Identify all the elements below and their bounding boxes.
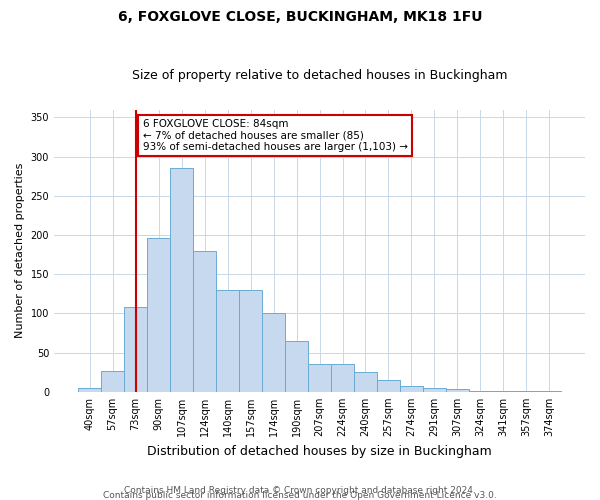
Bar (538, 391, 561, 392)
Bar (423, 388, 446, 392)
Bar (216, 290, 239, 392)
Bar (492, 391, 515, 392)
Bar (446, 390, 469, 392)
Bar (331, 364, 354, 392)
Bar (124, 307, 147, 392)
Bar (147, 238, 170, 392)
Y-axis label: Number of detached properties: Number of detached properties (15, 163, 25, 338)
Bar (400, 386, 423, 392)
Bar (78, 388, 101, 392)
Bar (101, 370, 124, 392)
Title: Size of property relative to detached houses in Buckingham: Size of property relative to detached ho… (132, 69, 507, 82)
Bar (308, 364, 331, 392)
Bar (285, 341, 308, 392)
Bar (262, 314, 285, 392)
Bar (193, 250, 216, 392)
Bar (515, 391, 538, 392)
Bar (469, 391, 492, 392)
Bar (170, 168, 193, 392)
Text: 6, FOXGLOVE CLOSE, BUCKINGHAM, MK18 1FU: 6, FOXGLOVE CLOSE, BUCKINGHAM, MK18 1FU (118, 10, 482, 24)
Bar (239, 290, 262, 392)
Bar (377, 380, 400, 392)
Text: Contains HM Land Registry data © Crown copyright and database right 2024.: Contains HM Land Registry data © Crown c… (124, 486, 476, 495)
Text: Contains public sector information licensed under the Open Government Licence v3: Contains public sector information licen… (103, 491, 497, 500)
Text: 6 FOXGLOVE CLOSE: 84sqm
← 7% of detached houses are smaller (85)
93% of semi-det: 6 FOXGLOVE CLOSE: 84sqm ← 7% of detached… (143, 119, 407, 152)
X-axis label: Distribution of detached houses by size in Buckingham: Distribution of detached houses by size … (147, 444, 492, 458)
Bar (354, 372, 377, 392)
